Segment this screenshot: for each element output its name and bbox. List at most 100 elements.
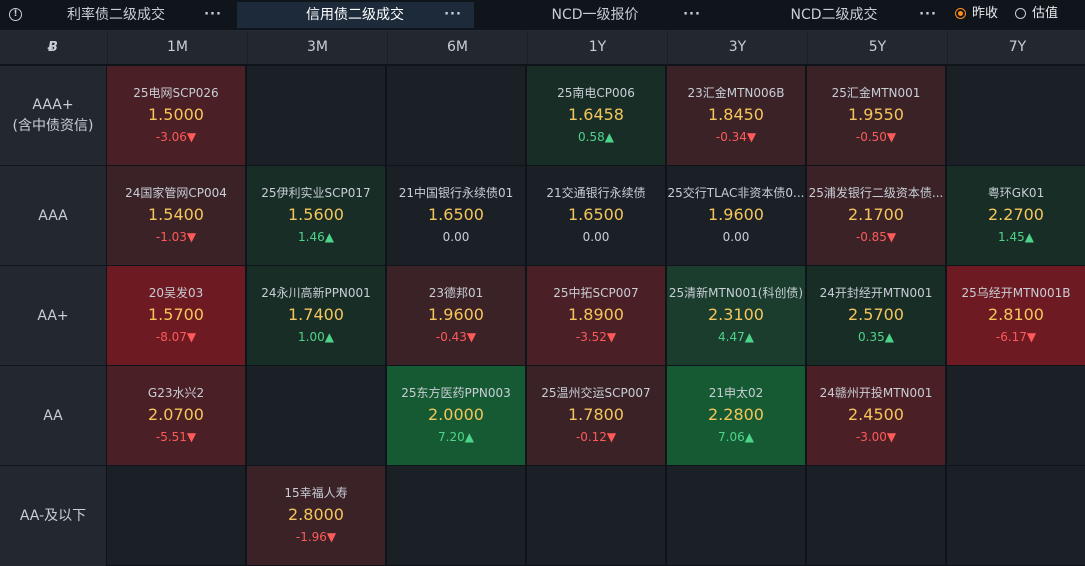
bond-quote-cell[interactable]: 粤环GK01 2.2700 1.45▲ <box>947 166 1085 265</box>
info-icon[interactable]: ! <box>9 8 22 21</box>
bond-quote-cell[interactable]: 20吴发03 1.5700 -8.07▼ <box>107 266 245 365</box>
tab-label: NCD一级报价 <box>551 7 639 23</box>
column-header: 3Y <box>667 31 807 64</box>
bond-name: 25南电CP006 <box>557 86 635 100</box>
column-header: 1Y <box>527 31 667 64</box>
bond-name: 15幸福人寿 <box>284 486 348 500</box>
bond-name: 25电网SCP026 <box>133 86 219 100</box>
yield-change: 0.00 <box>582 230 610 244</box>
rating-row-header: AAA <box>0 165 106 266</box>
bond-quote-cell[interactable]: 25汇金MTN001 1.9550 -0.50▼ <box>807 66 945 165</box>
yield-change: -3.06▼ <box>155 130 197 144</box>
bond-quote-cell[interactable]: 24永川高新PPN001 1.7400 1.00▲ <box>247 266 385 365</box>
bond-quote-cell[interactable]: 25中拓SCP007 1.8900 -3.52▼ <box>527 266 665 365</box>
yield-value: 1.5600 <box>288 205 344 224</box>
tab-ncd-secondary-trades[interactable]: NCD二级成交 ··· <box>718 2 948 28</box>
bond-quote-cell[interactable]: 25乌经开MTN001B 2.8100 -6.17▼ <box>947 266 1085 365</box>
bond-quote-cell[interactable]: 25浦发银行二级资本债... 2.1700 -0.85▼ <box>807 166 945 265</box>
yield-change: 7.20▲ <box>438 430 474 444</box>
bond-quote-cell[interactable]: 21中国银行永续债01 1.6500 0.00 <box>387 166 525 265</box>
yield-value: 2.2800 <box>708 405 764 424</box>
yield-change: 0.35▲ <box>858 330 894 344</box>
yield-value: 1.6458 <box>568 105 624 124</box>
tab-label: 信用债二级成交 <box>306 7 404 23</box>
bond-name: 25交行TLAC非资本债0... <box>667 186 805 200</box>
yield-change: 0.00 <box>722 230 750 244</box>
tab-label: 利率债二级成交 <box>67 7 165 23</box>
empty-cell <box>387 66 525 165</box>
bond-name: G23水兴2 <box>147 386 205 400</box>
bond-name: 21中国银行永续债01 <box>398 186 514 200</box>
yield-value: 1.7400 <box>288 305 344 324</box>
rating-row-header: AA+ <box>0 265 106 366</box>
bond-name: 25东方医药PPN003 <box>401 386 511 400</box>
yield-change: -8.07▼ <box>155 330 197 344</box>
bond-name: 21交通银行永续债 <box>546 186 646 200</box>
bond-name: 25乌经开MTN001B <box>961 286 1071 300</box>
radio-previous-close[interactable]: 昨收 <box>955 6 1010 24</box>
bond-name: 24开封经开MTN001 <box>819 286 933 300</box>
tab-ncd-primary-quotes[interactable]: NCD一级报价 ··· <box>478 2 714 28</box>
yield-value: 1.9600 <box>428 305 484 324</box>
yield-value: 1.8450 <box>708 105 764 124</box>
yield-value: 2.4500 <box>848 405 904 424</box>
bond-name: 粤环GK01 <box>987 186 1045 200</box>
tenor-header-row: Ƀ 1M 3M 6M 1Y 3Y 5Y 7Y <box>0 31 1085 64</box>
top-bar: ! 利率债二级成交 ··· 信用债二级成交 ··· NCD一级报价 ··· NC… <box>0 0 1085 31</box>
bond-quote-cell[interactable]: 25南电CP006 1.6458 0.58▲ <box>527 66 665 165</box>
yield-value: 2.5700 <box>848 305 904 324</box>
yield-change: -1.03▼ <box>155 230 197 244</box>
bond-quote-cell[interactable]: 24开封经开MTN001 2.5700 0.35▲ <box>807 266 945 365</box>
empty-cell <box>947 366 1085 465</box>
radio-label: 昨收 <box>972 6 999 21</box>
bond-quote-cell[interactable]: 25东方医药PPN003 2.0000 7.20▲ <box>387 366 525 465</box>
yield-value: 1.6500 <box>568 205 624 224</box>
more-options-icon[interactable]: ··· <box>919 7 937 22</box>
yield-change: -0.34▼ <box>715 130 757 144</box>
yield-change: -5.51▼ <box>155 430 197 444</box>
grid-corner: Ƀ <box>0 31 106 64</box>
yield-value: 2.8100 <box>988 305 1044 324</box>
empty-cell <box>667 466 805 565</box>
yield-value: 2.0000 <box>428 405 484 424</box>
bond-quote-cell[interactable]: 24国家管网CP004 1.5400 -1.03▼ <box>107 166 245 265</box>
bond-quote-cell[interactable]: G23水兴2 2.0700 -5.51▼ <box>107 366 245 465</box>
yield-value: 1.7800 <box>568 405 624 424</box>
radio-valuation[interactable]: 估值 <box>1015 6 1070 24</box>
bond-quote-cell[interactable]: 24赣州开投MTN001 2.4500 -3.00▼ <box>807 366 945 465</box>
tab-credit-bond-trades[interactable]: 信用债二级成交 ··· <box>237 2 474 28</box>
empty-cell <box>247 366 385 465</box>
bond-quote-cell[interactable]: 21交通银行永续债 1.6500 0.00 <box>527 166 665 265</box>
bond-quote-cell[interactable]: 25交行TLAC非资本债0... 1.9600 0.00 <box>667 166 805 265</box>
bond-name: 23德邦01 <box>428 286 484 300</box>
bond-quote-cell[interactable]: 15幸福人寿 2.8000 -1.96▼ <box>247 466 385 565</box>
bond-name: 24国家管网CP004 <box>125 186 227 200</box>
yield-value: 1.5700 <box>148 305 204 324</box>
yield-change: -6.17▼ <box>995 330 1037 344</box>
yield-change: -0.12▼ <box>575 430 617 444</box>
bond-name: 25温州交运SCP007 <box>541 386 651 400</box>
bond-quote-cell[interactable]: 25温州交运SCP007 1.7800 -0.12▼ <box>527 366 665 465</box>
yield-change: 0.58▲ <box>578 130 614 144</box>
yield-value: 2.1700 <box>848 205 904 224</box>
more-options-icon[interactable]: ··· <box>444 7 462 22</box>
rating-row-header: AA-及以下 <box>0 465 106 566</box>
more-options-icon[interactable]: ··· <box>683 7 701 22</box>
bond-name: 20吴发03 <box>148 286 204 300</box>
bond-quote-cell[interactable]: 25电网SCP026 1.5000 -3.06▼ <box>107 66 245 165</box>
yield-change: -0.50▼ <box>855 130 897 144</box>
column-header: 3M <box>247 31 387 64</box>
bond-quote-cell[interactable]: 25清新MTN001(科创债) 2.3100 4.47▲ <box>667 266 805 365</box>
column-header: 5Y <box>807 31 947 64</box>
bond-quote-cell[interactable]: 23德邦01 1.9600 -0.43▼ <box>387 266 525 365</box>
more-options-icon[interactable]: ··· <box>204 7 222 22</box>
yield-change: 0.00 <box>442 230 470 244</box>
yield-change: -1.96▼ <box>295 530 337 544</box>
bond-quote-cell[interactable]: 23汇金MTN006B 1.8450 -0.34▼ <box>667 66 805 165</box>
yield-change: 4.47▲ <box>718 330 754 344</box>
radio-selected-icon <box>955 8 966 19</box>
tab-rate-bond-trades[interactable]: 利率债二级成交 ··· <box>36 2 231 28</box>
yield-change: -3.00▼ <box>855 430 897 444</box>
bond-quote-cell[interactable]: 21申太02 2.2800 7.06▲ <box>667 366 805 465</box>
bond-quote-cell[interactable]: 25伊利实业SCP017 1.5600 1.46▲ <box>247 166 385 265</box>
